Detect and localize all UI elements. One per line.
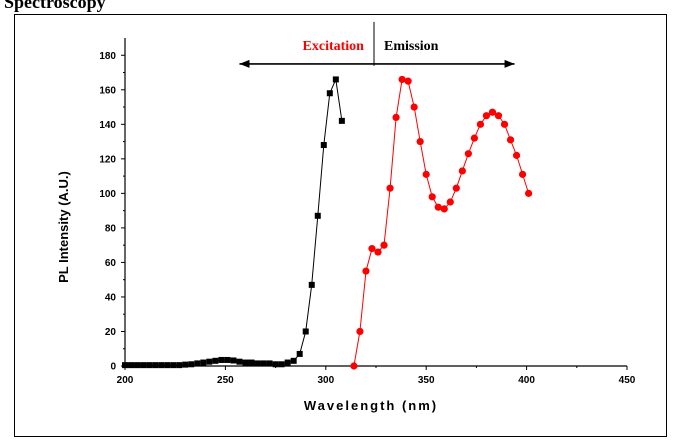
excitation-series-point (212, 357, 219, 364)
excitation-series-point (248, 359, 255, 366)
emission-series-point (410, 103, 418, 111)
x-tick-label: 450 (619, 375, 636, 386)
x-tick-label: 300 (317, 375, 334, 386)
emission-series-point (518, 170, 527, 178)
emission-series-point (392, 113, 400, 122)
y-tick-label: 140 (99, 120, 116, 131)
x-tick-label: 400 (518, 375, 535, 386)
excitation-series-point (326, 90, 333, 97)
emission-series-point (488, 108, 497, 116)
excitation-series-point (254, 360, 261, 367)
emission-series-point (470, 134, 478, 142)
excitation-series-point (224, 356, 231, 363)
excitation-series-point (284, 359, 291, 366)
excitation-series-point (128, 362, 135, 369)
excitation-series-point (146, 362, 153, 369)
emission-series-point (434, 203, 442, 211)
y-tick-label: 80 (105, 223, 117, 234)
chart-frame: 200 250 300 350 400 450 0 20 40 60 80 100 120 140 160 1… (14, 14, 667, 437)
excitation-series-point (182, 361, 189, 368)
emission-series-point (374, 248, 382, 256)
emission-series-point (422, 170, 430, 178)
header-text: Spectroscopy (4, 0, 106, 12)
emission-series-point (506, 136, 515, 144)
excitation-series-point (242, 359, 249, 366)
excitation-series-point (164, 362, 171, 369)
excitation-series-point (140, 362, 147, 369)
series-layer (122, 75, 533, 370)
excitation-series-point (194, 360, 201, 367)
y-axis-title: PL Intensity (A.U.) (56, 171, 71, 283)
emission-series-point (356, 327, 364, 336)
excitation-series-point (152, 362, 159, 369)
excitation-series-point (266, 360, 273, 367)
emission-series-point (446, 198, 454, 206)
excitation-series-point (158, 362, 165, 369)
emission-series-point (500, 120, 509, 128)
y-tick-label: 120 (99, 154, 116, 165)
emission-series-point (362, 267, 370, 275)
excitation-series-point (290, 357, 297, 364)
emission-series-point (482, 112, 491, 120)
emission-series-point (386, 184, 394, 192)
ticks: 200 250 300 350 400 450 0 20 40 60 80 100 120 140 160 1… (56, 51, 636, 413)
axes (124, 38, 627, 367)
excitation-series-point (236, 358, 243, 365)
excitation-series-point (296, 350, 303, 357)
emission-series-point (494, 112, 503, 120)
x-tick-label: 350 (418, 375, 435, 386)
excitation-series-point (176, 362, 183, 369)
emission-series-point (512, 151, 521, 159)
excitation-series-point (314, 212, 321, 219)
chart: 200 250 300 350 400 450 0 20 40 60 80 100 120 140 160 1… (56, 21, 636, 413)
excitation-label: Excitation (303, 39, 365, 54)
annotation-arrow-right-head (504, 59, 515, 68)
emission-series-point (404, 77, 412, 85)
excitation-series-point (170, 362, 177, 369)
y-tick-label: 0 (110, 362, 116, 373)
emission-series-point (350, 362, 358, 370)
excitation-series-point (230, 357, 237, 364)
emission-series-point (464, 150, 472, 158)
y-tick-label: 180 (99, 51, 116, 62)
emission-series-point (380, 241, 388, 249)
excitation-series-point (338, 117, 345, 124)
excitation-series-line (125, 77, 343, 366)
excitation-series-point (278, 361, 285, 368)
emission-series-point (452, 184, 460, 192)
x-tick-label: 200 (117, 375, 134, 386)
y-tick-label: 20 (105, 327, 117, 338)
excitation-series-point (332, 76, 339, 83)
x-tick-label: 250 (217, 375, 234, 386)
excitation-series-point (260, 360, 267, 367)
excitation-series-point (122, 362, 128, 369)
excitation-series-point (272, 361, 279, 368)
excitation-series-point (308, 281, 315, 288)
annotation-arrow-left-head (239, 59, 250, 68)
emission-label: Emission (384, 39, 439, 54)
y-tick-label: 40 (105, 292, 117, 303)
y-tick-label: 100 (99, 189, 116, 200)
excitation-series-point (200, 359, 207, 366)
emission-series-point (440, 205, 448, 213)
emission-series-point (368, 245, 376, 253)
emission-series-point (416, 137, 424, 146)
excitation-series-point (188, 361, 195, 368)
annotation-layer: Excitation Emission (239, 21, 515, 68)
y-tick-label: 60 (105, 258, 117, 269)
excitation-series-point (206, 358, 213, 365)
y-tick-label: 160 (99, 85, 116, 96)
emission-series-point (398, 75, 406, 84)
excitation-series-point (134, 362, 141, 369)
emission-series-point (476, 120, 485, 128)
excitation-series-point (320, 142, 327, 149)
emission-series-point (428, 193, 436, 201)
excitation-series-point (218, 356, 225, 363)
excitation-series-point (302, 328, 309, 335)
x-axis-title: Wavelength (nm) (304, 398, 438, 413)
emission-series-point (458, 167, 466, 175)
emission-series-point (525, 189, 533, 197)
